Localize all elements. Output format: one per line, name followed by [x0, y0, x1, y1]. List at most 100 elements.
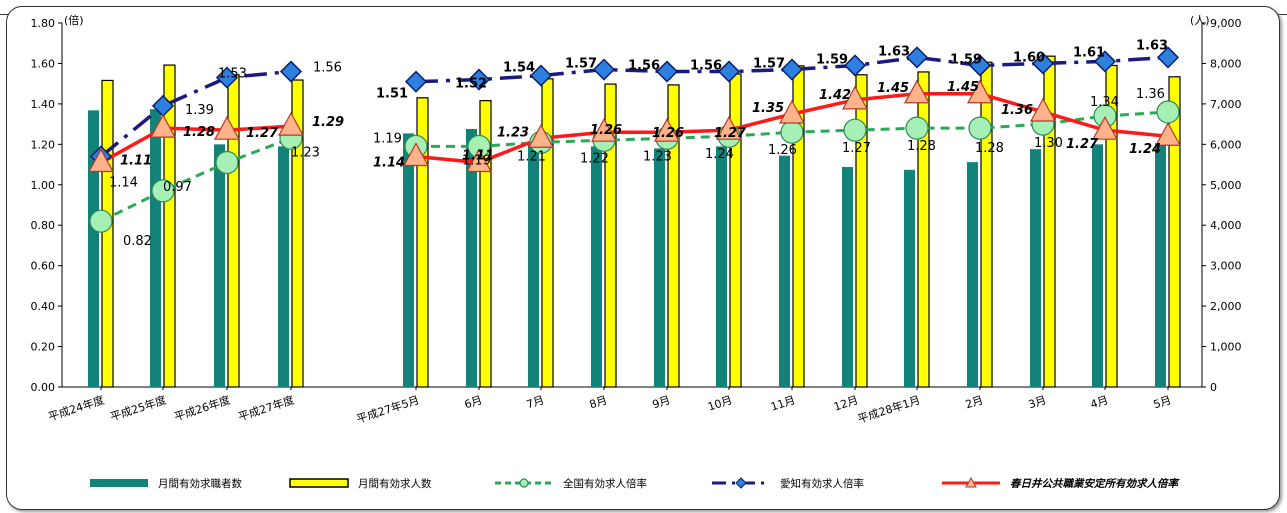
x-tick-label: 3月 — [1027, 393, 1048, 411]
aichi-marker — [1156, 46, 1180, 69]
x-tick-label: 11月 — [769, 393, 797, 413]
aichi-marker — [655, 60, 679, 83]
kasugai-label: 1.45 — [947, 80, 979, 95]
aichi-marker — [529, 64, 553, 87]
bar-kyushokusha — [150, 109, 161, 387]
kasugai-marker — [715, 115, 743, 140]
y-left-tick-label: 1.00 — [31, 179, 56, 192]
national-label: 1.19 — [462, 153, 491, 168]
kasugai-label: 1.26 — [590, 123, 622, 138]
aichi-label: 1.63 — [1136, 38, 1168, 53]
aichi-marker — [843, 54, 867, 77]
aichi-marker — [467, 68, 491, 91]
national-label: 1.23 — [291, 145, 320, 160]
y-left-unit: (倍) — [64, 13, 84, 27]
bar-kyushokusha — [403, 133, 414, 387]
kasugai-label: 1.27 — [1066, 137, 1099, 152]
kasugai-label: 1.36 — [1001, 103, 1033, 118]
national-label: 1.28 — [975, 141, 1004, 156]
kasugai-label: 1.23 — [497, 125, 529, 140]
aichi-label: 1.59 — [950, 52, 982, 67]
bar-kyushokusha — [967, 162, 978, 387]
kasugai-label: 1.11 — [120, 154, 152, 169]
national-marker — [968, 116, 992, 140]
kasugai-marker — [402, 142, 430, 167]
kasugai-marker — [213, 115, 241, 140]
legend-label: 春日井公共職業安定所有効求人倍率 — [1010, 477, 1180, 490]
kasugai-marker — [1091, 115, 1119, 140]
y-right-tick-label: 3,000 — [1210, 260, 1242, 273]
y-right-tick-label: 0 — [1210, 381, 1217, 394]
x-tick-label: 平成27年度 — [236, 393, 295, 424]
national-marker — [1156, 100, 1180, 124]
aichi-label: 1.52 — [455, 77, 487, 92]
national-label: 1.30 — [1034, 136, 1063, 151]
kasugai-marker — [590, 117, 618, 142]
legend-label: 愛知有効求人倍率 — [780, 477, 864, 490]
bar-kyushokusha — [1030, 149, 1041, 387]
bar-kyushokusha — [88, 110, 99, 388]
legend-marker-aichi — [735, 477, 747, 489]
national-label: 0.82 — [123, 234, 152, 249]
kasugai-marker — [277, 111, 305, 136]
bar-kyujin — [604, 83, 617, 388]
legend-marker-kasugai — [965, 476, 977, 488]
y-right-unit: (人) — [1190, 14, 1210, 27]
national-marker — [151, 179, 175, 203]
kasugai-label: 1.45 — [877, 81, 909, 96]
bar-kyujin — [1043, 55, 1056, 388]
kasugai-marker — [1154, 121, 1182, 146]
bar-kyushokusha — [278, 146, 289, 387]
bar-kyujin — [479, 100, 492, 388]
bar-kyujin — [416, 97, 429, 388]
aichi-marker — [905, 46, 929, 69]
bar-kyushokusha — [214, 144, 225, 387]
data-labels: 0.82 0.97 1.23 1.19 1.19 1.21 1.22 1.23 1.24 1.26… — [109, 38, 1168, 249]
bar-kyujin — [917, 71, 930, 388]
y-right-tick-label: 8,000 — [1210, 57, 1242, 70]
y-right-tick-label: 9,000 — [1210, 17, 1242, 30]
bar-kyujin — [980, 61, 993, 388]
aichi-marker — [780, 58, 804, 81]
aichi-marker — [592, 58, 616, 81]
bar-kyujin — [291, 79, 304, 388]
kasugai-marker — [966, 79, 994, 104]
legend-label: 月間有効求職者数 — [158, 477, 242, 490]
bar-kyushokusha — [716, 146, 727, 387]
legend-marker-national — [519, 478, 529, 488]
national-label: 1.24 — [705, 147, 734, 162]
y-left-tick-label: 0.00 — [31, 381, 56, 394]
y-left-tick-label: 1.60 — [31, 57, 56, 70]
kasugai-label: 1.27 — [714, 126, 747, 141]
lines — [87, 46, 1182, 233]
aichi-label: 1.53 — [218, 67, 247, 82]
national-label: 1.36 — [1136, 87, 1165, 102]
bar-kyujin — [1168, 76, 1181, 388]
y-right-tick-label: 7,000 — [1210, 98, 1242, 111]
aichi-label: 1.57 — [753, 57, 785, 72]
national-label: 1.23 — [643, 149, 672, 164]
y-left-tick-label: 1.20 — [31, 138, 56, 151]
kasugai-line — [100, 124, 292, 165]
y-right-tick-label: 5,000 — [1210, 179, 1242, 192]
kasugai-label: 1.24 — [1129, 142, 1161, 157]
national-line — [100, 136, 292, 223]
x-tick-label: 平成26年度 — [172, 393, 231, 424]
aichi-label: 1.56 — [690, 59, 722, 74]
national-label: 1.26 — [768, 143, 797, 158]
bars — [88, 55, 1181, 388]
x-tick-label: 平成28年1月 — [856, 393, 922, 426]
x-tick-label: 平成24年度 — [46, 393, 105, 424]
aichi-marker — [717, 60, 741, 83]
kasugai-label: 1.11 — [462, 149, 494, 164]
y-right-tick-label: 1,000 — [1210, 341, 1242, 354]
aichi-marker — [404, 70, 428, 93]
bar-kyushokusha — [591, 146, 602, 387]
kasugai-label: 1.35 — [752, 101, 784, 116]
national-marker — [905, 116, 929, 140]
y-left-tick-label: 0.60 — [31, 260, 56, 273]
aichi-label: 1.63 — [878, 44, 910, 59]
x-tick-label: 9月 — [651, 393, 672, 411]
national-label: 1.27 — [842, 141, 871, 156]
